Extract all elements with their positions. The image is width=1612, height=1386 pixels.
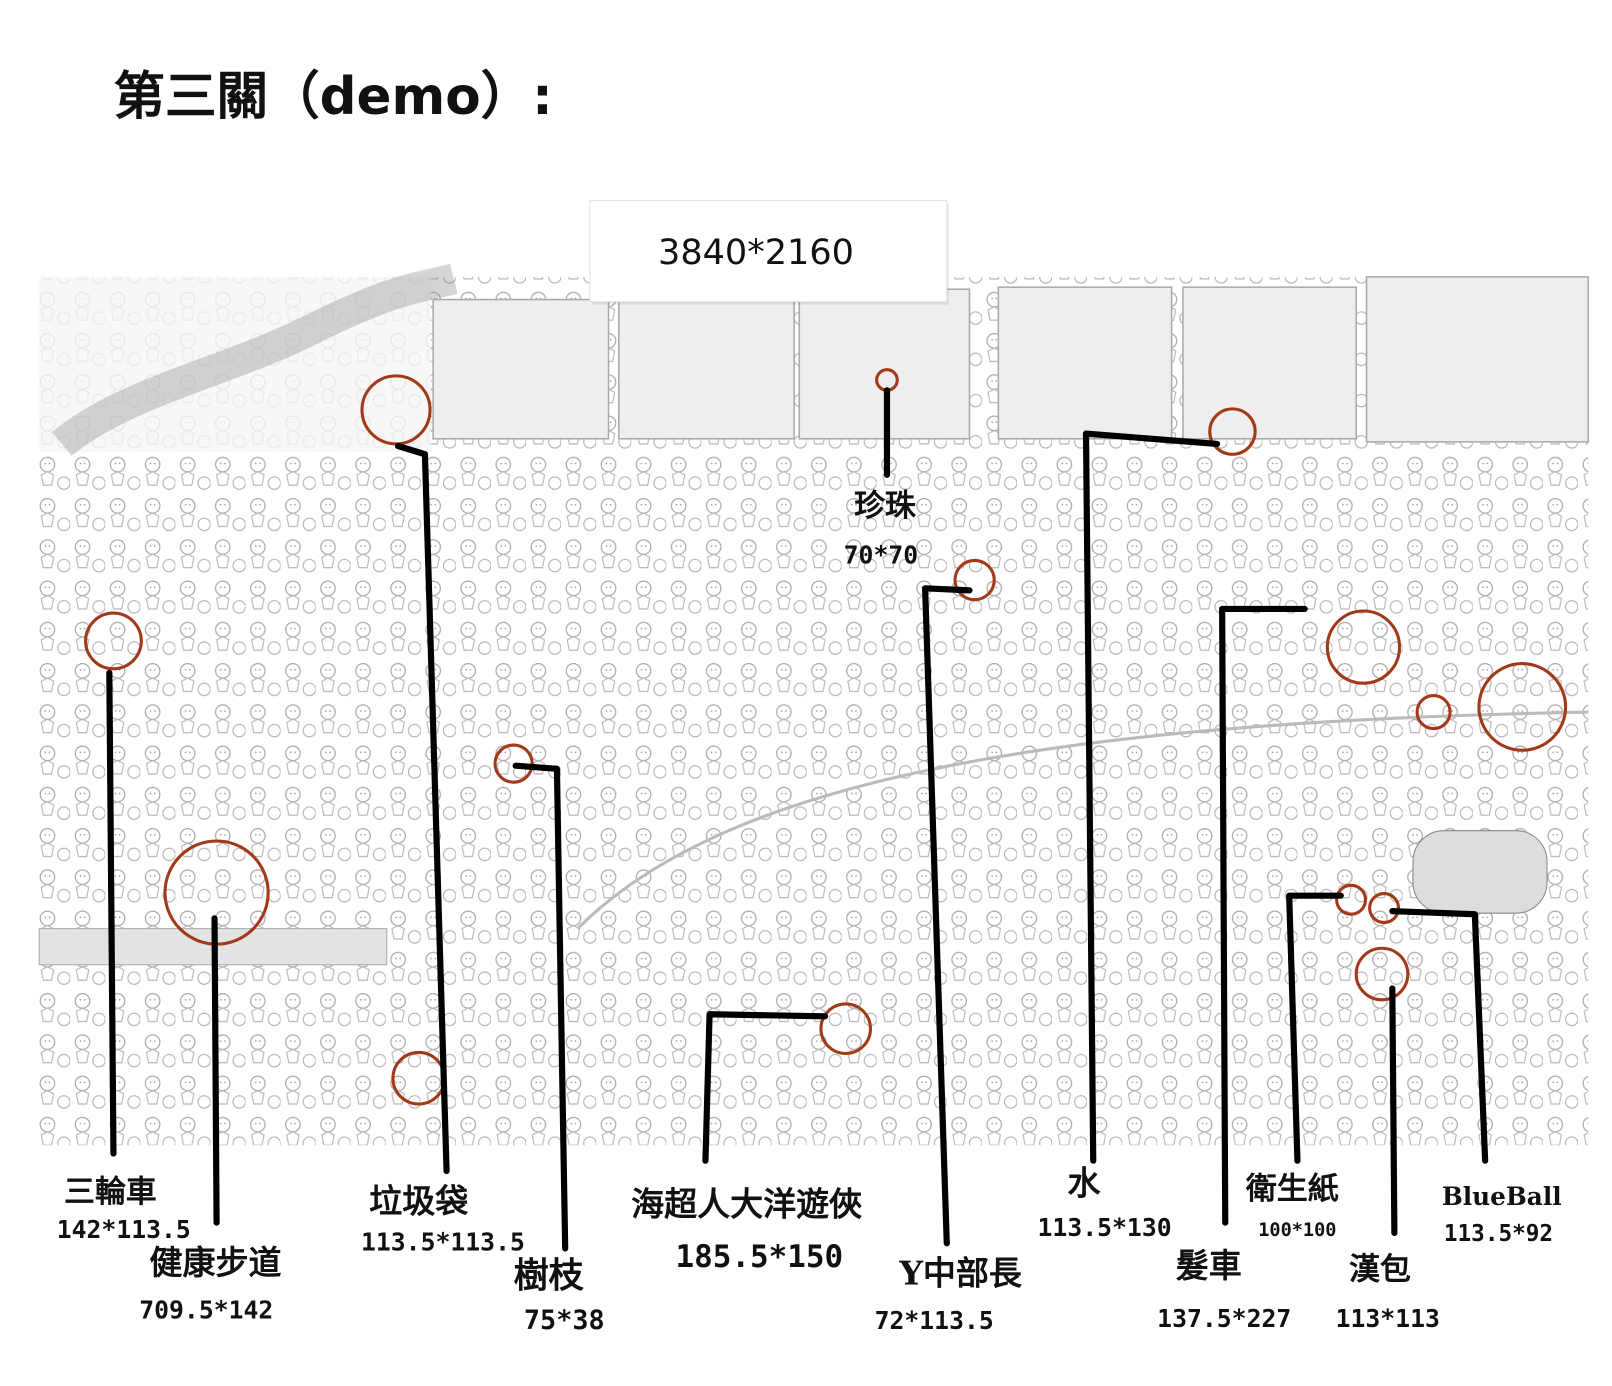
item-size: 113*113 [1336, 1304, 1440, 1333]
item-label: 水 [1067, 1164, 1101, 1203]
item-label: 三輪車 [64, 1174, 157, 1210]
illustration [38, 263, 1590, 1146]
popup: 3840*2160 [589, 200, 949, 305]
item-size: 185.5*150 [676, 1239, 844, 1275]
item-size: 100*100 [1258, 1220, 1336, 1241]
item-size: 142*113.5 [57, 1215, 191, 1244]
item-size: 113.5*113.5 [361, 1227, 525, 1256]
resolution-label: 3840*2160 [658, 232, 854, 273]
item-label: 漢包 [1349, 1251, 1411, 1287]
item-size: 113.5*92 [1444, 1221, 1553, 1247]
item-label: 健康步道 [150, 1243, 282, 1282]
item-size: 72*113.5 [875, 1306, 994, 1335]
item-label: BlueBall [1442, 1182, 1562, 1211]
item-size: 137.5*227 [1157, 1304, 1291, 1333]
item-label: 髮車 [1176, 1246, 1242, 1285]
item-label: 垃圾袋 [369, 1181, 468, 1220]
title: 第三關（demo）: [113, 67, 552, 127]
leader-lines [106, 387, 1489, 1252]
item-size: 113.5*130 [1038, 1213, 1172, 1242]
item-size: 709.5*142 [139, 1296, 273, 1325]
item-size: 75*38 [524, 1305, 605, 1336]
item-label: 衛生紙 [1245, 1171, 1339, 1207]
item-label: 樹枝 [514, 1256, 585, 1297]
item-label: Y中部長 [898, 1253, 1023, 1292]
item-size: 70*70 [844, 541, 919, 570]
item-label: 海超人大洋遊俠 [631, 1184, 862, 1223]
item-label: 珍珠 [854, 488, 917, 524]
